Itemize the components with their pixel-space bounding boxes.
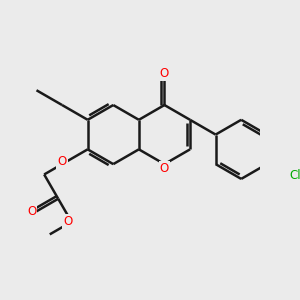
Text: O: O (160, 67, 169, 80)
Text: O: O (27, 205, 37, 218)
Text: O: O (160, 162, 169, 175)
Text: O: O (63, 215, 72, 228)
Text: O: O (57, 155, 67, 168)
Text: Cl: Cl (289, 169, 300, 182)
